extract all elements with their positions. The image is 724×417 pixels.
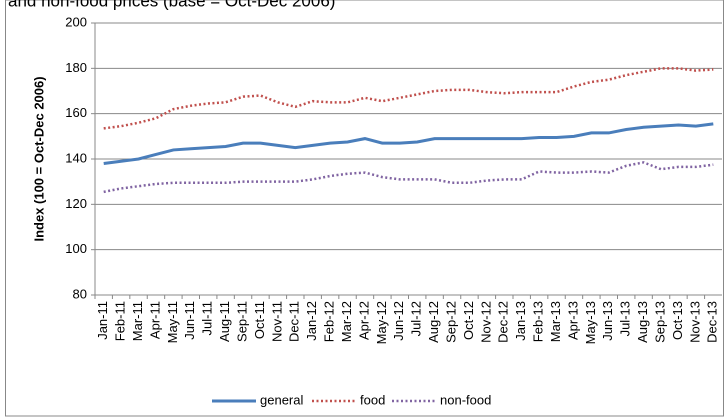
x-tick-label: May-13 xyxy=(583,301,598,344)
x-tick-label: Feb-12 xyxy=(322,301,337,342)
x-tick-label: Jul-13 xyxy=(618,301,633,336)
legend-label: food xyxy=(360,392,385,407)
y-tick-label: 120 xyxy=(65,196,87,211)
x-tick-label: Jul-12 xyxy=(409,301,424,336)
x-tick-label: Apr-12 xyxy=(356,301,371,340)
y-axis-label: Index (100 = Oct-Dec 2006) xyxy=(31,76,46,241)
x-tick-label: Mar-11 xyxy=(130,301,145,341)
x-tick-label: Nov-11 xyxy=(269,301,284,342)
x-tick-label: Sep-12 xyxy=(443,301,458,343)
x-tick-label: Nov-13 xyxy=(687,301,702,343)
x-tick-label: Apr-13 xyxy=(565,301,580,340)
x-tick-label: Feb-13 xyxy=(531,301,546,342)
x-tick-label: Aug-11 xyxy=(217,301,232,342)
x-tick-label: May-12 xyxy=(374,301,389,344)
y-tick-label: 180 xyxy=(65,60,87,75)
series-line xyxy=(103,122,714,166)
x-tick-label: Dec-11 xyxy=(287,301,302,342)
x-tick-label: May-11 xyxy=(165,301,180,343)
x-tick-label: Nov-12 xyxy=(478,301,493,343)
x-tick-label: Jan-11 xyxy=(95,301,110,340)
x-tick-label: Mar-12 xyxy=(339,301,354,342)
x-tick-label: Sep-13 xyxy=(652,301,667,343)
x-tick-label: Feb-11 xyxy=(113,301,128,341)
x-tick-label: Oct-11 xyxy=(252,301,267,339)
legend-label: general xyxy=(260,392,303,407)
y-tick-label: 140 xyxy=(65,150,87,165)
x-tick-label: Jun-11 xyxy=(182,301,197,340)
x-tick-label: Oct-12 xyxy=(461,301,476,340)
x-tick-label: Dec-13 xyxy=(705,301,720,343)
x-tick-label: Jan-13 xyxy=(513,301,528,341)
x-tick-label: Jan-12 xyxy=(304,301,319,341)
x-tick-label: Mar-13 xyxy=(548,301,563,342)
series-line xyxy=(103,161,714,194)
x-tick-label: Jun-12 xyxy=(391,301,406,341)
x-tick-label: Sep-11 xyxy=(234,301,249,342)
y-tick-label: 80 xyxy=(73,286,87,301)
x-tick-label: Aug-13 xyxy=(635,301,650,343)
x-tick-label: Oct-13 xyxy=(670,301,685,340)
y-tick-label: 100 xyxy=(65,241,87,256)
x-tick-label: Aug-12 xyxy=(426,301,441,343)
x-tick-label: Apr-11 xyxy=(147,301,162,339)
y-tick-label: 200 xyxy=(65,14,87,29)
legend-label: non-food xyxy=(440,392,491,407)
x-tick-label: Dec-12 xyxy=(496,301,511,343)
chart-title: and non-food prices (base = Oct-Dec 2006… xyxy=(8,0,335,10)
y-tick-label: 160 xyxy=(65,105,87,120)
x-tick-label: Jun-13 xyxy=(600,301,615,341)
series-line xyxy=(103,67,714,130)
x-tick-label: Jul-11 xyxy=(200,301,215,335)
chart-frame xyxy=(5,0,724,417)
